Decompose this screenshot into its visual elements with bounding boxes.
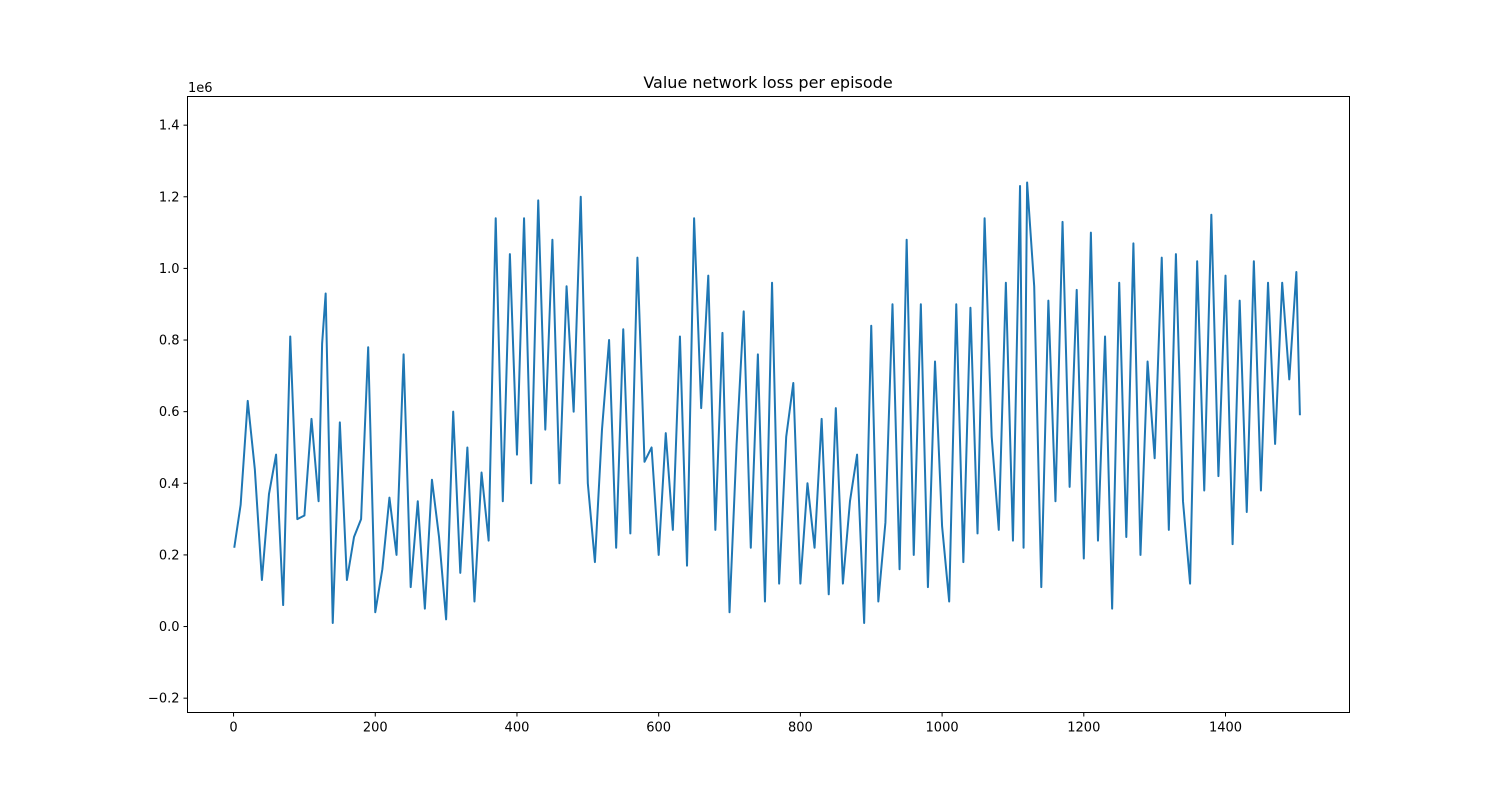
plot-area bbox=[233, 181, 1301, 624]
plot-frame bbox=[187, 96, 1350, 713]
y-tick-label: 0.0 bbox=[159, 620, 180, 635]
y-tick-label: 0.2 bbox=[159, 548, 180, 563]
y-tick-label: 1.2 bbox=[159, 190, 180, 205]
y-tick-label: 0.6 bbox=[159, 405, 180, 420]
x-tick-label: 1000 bbox=[926, 721, 959, 736]
y-axis: −0.2 0.0 0.2 0.4 0.6 0.8 1.0 1.2 1.4 bbox=[148, 119, 188, 707]
x-tick-label: 1200 bbox=[1067, 721, 1100, 736]
y-axis-offset-label: 1e6 bbox=[188, 81, 213, 96]
x-tick-label: 0 bbox=[229, 721, 237, 736]
y-tick-label: −0.2 bbox=[148, 692, 180, 707]
x-tick-label: 1400 bbox=[1209, 721, 1242, 736]
x-tick-label: 400 bbox=[505, 721, 530, 736]
chart-title: Value network loss per episode bbox=[643, 73, 892, 92]
x-tick-label: 800 bbox=[788, 721, 813, 736]
x-tick-label: 600 bbox=[646, 721, 671, 736]
x-tick-label: 200 bbox=[363, 721, 388, 736]
y-tick-label: 1.4 bbox=[159, 119, 180, 134]
y-tick-label: 1.0 bbox=[159, 262, 180, 277]
y-tick-label: 0.4 bbox=[159, 477, 180, 492]
x-axis: 0 200 400 600 800 1000 1200 1400 bbox=[229, 712, 1242, 736]
series-line bbox=[233, 181, 1301, 624]
y-tick-label: 0.8 bbox=[159, 334, 180, 349]
